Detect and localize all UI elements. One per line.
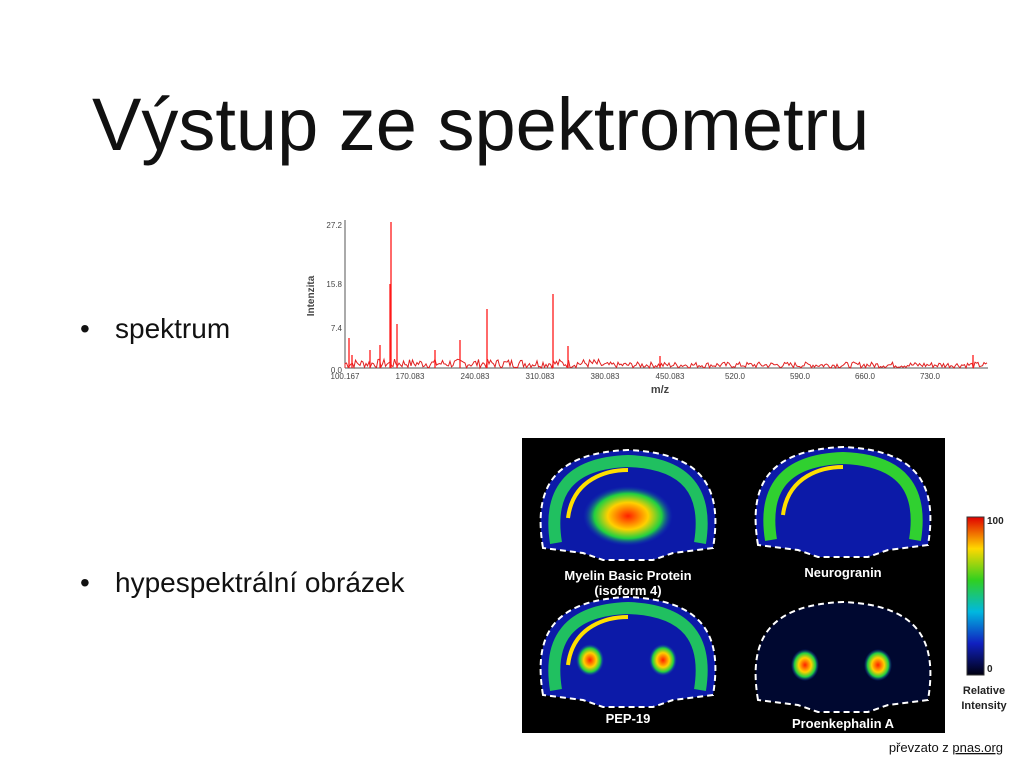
brain-cortex (548, 454, 708, 544)
spectrum-noise (344, 357, 988, 370)
y-tick-label: 7.4 (331, 324, 343, 333)
y-tick-label: 27.2 (326, 221, 342, 230)
brain-cortex (566, 615, 629, 666)
hot-spot (864, 649, 892, 681)
colorbar-caption: Intensity (961, 700, 1007, 712)
colorbar-caption: Relative (963, 685, 1005, 697)
brain-panel (539, 448, 717, 561)
brain-cortex (548, 601, 708, 691)
panel-label: Neurogranin (804, 565, 881, 580)
bullet-marker: • (80, 567, 90, 598)
colorbar-max: 100 (987, 516, 1004, 527)
y-axis-label: Intenzita (306, 275, 317, 316)
colorbar (966, 516, 985, 676)
brain-tissue (755, 602, 931, 712)
x-tick-label: 310.083 (526, 372, 555, 381)
panel-label: (isoform 4) (594, 583, 661, 598)
x-tick-label: 380.083 (591, 372, 620, 381)
slide-title: Výstup ze spektrometru (92, 83, 869, 166)
bullet-marker: • (80, 313, 90, 344)
colorbar-min: 0 (987, 664, 993, 675)
bullet: hypespektrální obrázek (115, 567, 406, 598)
y-tick-label: 0.0 (331, 366, 343, 375)
panel-label: Proenkephalin A (792, 716, 895, 731)
panel-label: PEP-19 (606, 711, 651, 726)
brain-cortex (566, 468, 629, 519)
y-tick-label: 15.8 (326, 280, 342, 289)
bullet: spektrum (115, 313, 230, 344)
brain-tissue (755, 447, 931, 557)
brain-cortex (763, 451, 923, 541)
hot-spot (649, 644, 677, 676)
hot-spot (791, 649, 819, 681)
x-axis-label: m/z (651, 384, 670, 396)
credit-text: převzato z (889, 740, 953, 755)
brain-panel (754, 600, 932, 713)
credit-link[interactable]: pnas.org (952, 740, 1003, 755)
hot-spot (576, 644, 604, 676)
x-tick-label: 100.167 (331, 372, 360, 381)
brain-tissue (540, 597, 716, 707)
x-tick-label: 660.0 (855, 372, 876, 381)
x-tick-label: 240.083 (461, 372, 490, 381)
x-tick-label: 520.0 (725, 372, 746, 381)
x-tick-label: 590.0 (790, 372, 811, 381)
panel-label: Myelin Basic Protein (564, 568, 691, 583)
hot-spot (583, 486, 673, 546)
x-tick-label: 170.083 (396, 372, 425, 381)
brain-cortex (781, 465, 844, 516)
brain-images: Myelin Basic Protein(isoform 4) Neurogran… (522, 438, 945, 733)
x-tick-label: 730.0 (920, 372, 941, 381)
brain-panel (539, 595, 717, 708)
credit: převzato z pnas.org (889, 740, 1003, 755)
x-tick-label: 450.083 (656, 372, 685, 381)
brain-panel (754, 445, 932, 558)
